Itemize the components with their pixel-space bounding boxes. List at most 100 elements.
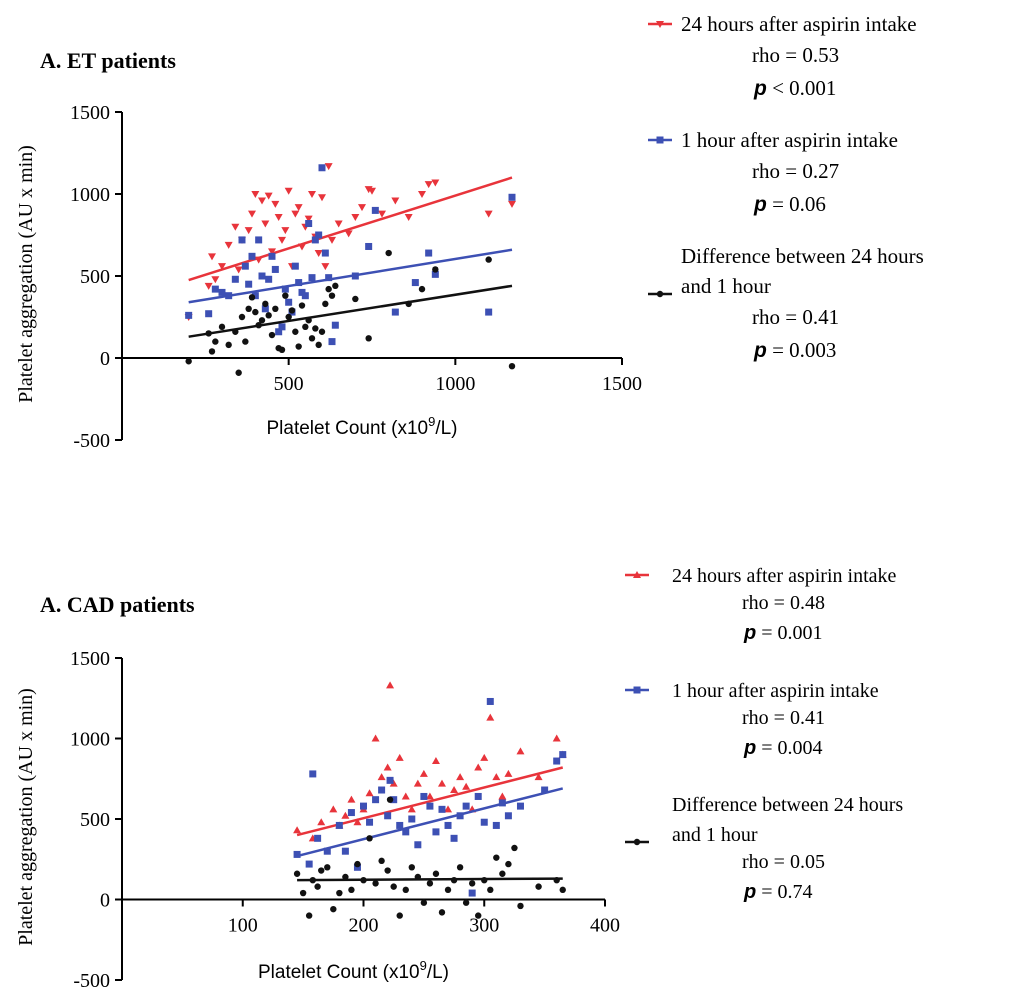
y-axis-label: Platelet aggregation (AU x min) [15,145,37,403]
data-point [487,887,493,893]
data-point [299,302,305,308]
data-point [315,342,321,348]
data-point [315,232,322,239]
data-point [414,841,421,848]
data-point [314,883,320,889]
data-point [232,276,239,283]
y-tick-label: 0 [100,348,110,370]
data-point [511,845,517,851]
x-axis-label: Platelet Count (x109/L) [258,958,449,983]
data-point [439,909,445,915]
data-point [396,754,404,761]
legend-entry-black: Difference between 24 hours and 1 hour rho… [625,794,903,903]
data-point [324,864,330,870]
data-point [384,763,392,770]
data-point [354,861,360,867]
data-point [265,276,272,283]
legend-marker [657,137,664,144]
legend-label: 1 hour after aspirin intake [681,128,898,152]
chart-title: A. ET patients [40,48,176,73]
data-point [248,211,256,218]
data-point [278,237,286,244]
data-point [265,193,273,200]
data-point [252,309,258,315]
data-point [384,867,390,873]
data-point [378,773,386,780]
data-point [348,887,354,893]
data-point [469,880,475,886]
data-point [474,763,482,770]
data-point [322,301,328,307]
data-point [386,681,394,688]
data-point [387,796,393,802]
data-point [282,292,288,298]
legend-marker [634,687,641,694]
data-point [366,835,372,841]
legend-p-value: p = 0.003 [753,338,836,362]
data-point [259,273,266,280]
data-point [289,307,295,313]
y-tick-label: 500 [80,809,110,831]
data-point [372,735,380,742]
data-point [419,286,425,292]
data-point [392,309,399,316]
series-red [185,163,516,321]
data-point [312,325,318,331]
y-tick-label: 1000 [70,729,110,751]
data-point [418,191,426,198]
legend-label: and 1 hour [681,274,771,298]
data-point [309,335,315,341]
data-point [420,770,428,777]
data-point [212,286,219,293]
legend-rho: rho = 0.48 [742,592,825,614]
data-point [480,754,488,761]
data-point [499,871,505,877]
x-tick-label: 100 [228,915,258,937]
data-point [314,835,321,842]
chart-panel-1: A. ET patients 1500 1000 500 0 -500 500 1000 150… [15,12,924,452]
data-point [535,883,541,889]
data-point [517,803,524,810]
data-point [348,809,355,816]
data-point [329,338,336,345]
data-point [205,283,213,290]
data-point [261,221,269,228]
data-point [462,783,470,790]
data-point [414,780,422,787]
legend-label: Difference between 24 hours [672,794,903,816]
data-point [505,812,512,819]
legend-entry-blue: 1 hour after aspirin intakerho = 0.27p =… [648,128,898,216]
data-point [285,188,293,195]
data-point [292,329,298,335]
data-point [242,338,248,344]
data-point [560,887,566,893]
data-point [336,822,343,829]
x-tick-label: 500 [274,373,304,395]
data-point [321,263,329,270]
data-point [509,363,515,369]
data-point [225,342,231,348]
chart-panel-2: A. CAD patients150010005000-500100 200 300… [15,565,903,990]
legend-label: 24 hours after aspirin intake [681,12,917,36]
data-point [306,861,313,868]
data-point [433,871,439,877]
data-point [412,279,419,286]
data-point [272,266,279,273]
data-point [445,822,452,829]
data-point [318,194,326,201]
regression-line [297,879,563,881]
data-point [485,211,493,218]
data-point [409,864,415,870]
data-point [504,770,512,777]
data-point [498,792,506,799]
data-point [378,787,385,794]
data-point [285,314,291,320]
data-point [319,164,326,171]
data-point [457,864,463,870]
data-point [469,890,476,897]
data-point [335,221,343,228]
legend-entry-black: Difference between 24 hours and 1 hour rho… [648,244,924,362]
data-point [487,698,494,705]
data-point [347,796,355,803]
data-point [245,281,252,288]
